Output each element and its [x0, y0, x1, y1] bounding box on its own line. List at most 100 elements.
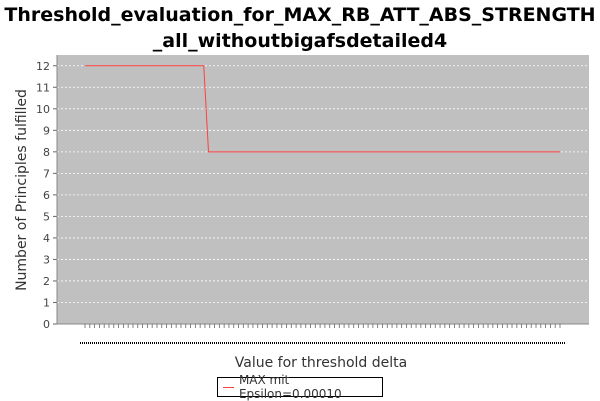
x-tick-label	[206, 342, 207, 344]
x-tick-label	[558, 342, 559, 344]
x-tick-label	[214, 342, 215, 344]
x-tick-label	[276, 342, 277, 344]
x-tick-label	[396, 342, 397, 344]
x-tick-label	[346, 342, 347, 344]
x-tick-label	[324, 342, 325, 344]
x-tick-label	[288, 342, 289, 344]
x-tick-label	[314, 342, 315, 344]
x-tick-label	[482, 342, 483, 344]
y-tick-label: 9	[43, 124, 50, 137]
x-tick-label	[122, 342, 123, 344]
x-tick-label	[138, 342, 139, 344]
x-tick-label	[520, 342, 521, 344]
x-tick-label	[202, 342, 203, 344]
x-tick-label	[222, 342, 223, 344]
x-tick-label	[212, 342, 213, 344]
x-axis-label: Value for threshold delta	[235, 355, 407, 371]
x-tick-label	[318, 342, 319, 344]
x-tick-label	[382, 342, 383, 344]
x-tick-label	[420, 342, 421, 344]
x-tick-label	[410, 342, 411, 344]
x-tick-label	[550, 342, 551, 344]
x-tick-label	[428, 342, 429, 344]
x-tick-label	[220, 342, 221, 344]
x-tick-label	[154, 342, 155, 344]
x-tick-label	[112, 342, 113, 344]
x-tick-label	[450, 342, 451, 344]
x-tick-label	[384, 342, 385, 344]
x-tick-label	[100, 342, 101, 344]
x-tick-label	[480, 342, 481, 344]
x-tick-label	[110, 342, 111, 344]
x-tick-label	[294, 342, 295, 344]
x-tick-label	[308, 342, 309, 344]
x-tick-label	[254, 342, 255, 344]
x-tick-label	[316, 342, 317, 344]
x-tick-label	[510, 342, 511, 344]
x-tick-label	[280, 342, 281, 344]
x-tick-label	[140, 342, 141, 344]
x-tick-label	[440, 342, 441, 344]
y-tick-label: 7	[43, 167, 50, 180]
x-tick-label	[136, 342, 137, 344]
x-tick-label	[194, 342, 195, 344]
x-tick-label	[508, 342, 509, 344]
x-tick-label	[94, 342, 95, 344]
x-tick-label	[540, 342, 541, 344]
x-tick-label	[338, 342, 339, 344]
x-tick-label	[192, 342, 193, 344]
x-tick-label	[146, 342, 147, 344]
x-tick-label	[182, 342, 183, 344]
x-tick-label	[400, 342, 401, 344]
x-tick-label	[272, 342, 273, 344]
x-tick-label	[298, 342, 299, 344]
x-tick-label	[240, 342, 241, 344]
x-tick-label	[290, 342, 291, 344]
x-tick-label	[442, 342, 443, 344]
x-tick-label	[168, 342, 169, 344]
x-tick-label	[350, 342, 351, 344]
x-tick-label	[526, 342, 527, 344]
x-tick-label	[84, 342, 85, 344]
x-tick-label	[228, 342, 229, 344]
x-tick-label	[496, 342, 497, 344]
x-tick-label	[286, 342, 287, 344]
x-tick-label	[414, 342, 415, 344]
x-tick-label	[170, 342, 171, 344]
x-tick-label	[106, 342, 107, 344]
x-tick-label	[162, 342, 163, 344]
x-tick-label	[238, 342, 239, 344]
x-tick-label	[402, 342, 403, 344]
legend-swatch	[223, 386, 234, 388]
x-tick-label	[174, 342, 175, 344]
x-tick-label	[376, 342, 377, 344]
x-tick-label	[244, 342, 245, 344]
x-tick-label	[92, 342, 93, 344]
x-tick-label	[536, 342, 537, 344]
y-tick-label: 1	[43, 296, 50, 309]
x-tick-label	[340, 342, 341, 344]
x-tick-label	[164, 342, 165, 344]
x-tick-label	[408, 342, 409, 344]
x-tick-label	[464, 342, 465, 344]
x-tick-label	[204, 342, 205, 344]
x-tick-label	[466, 342, 467, 344]
x-tick-label	[296, 342, 297, 344]
x-tick-label	[544, 342, 545, 344]
x-tick-label	[484, 342, 485, 344]
legend: MAX mit Epsilon=0.00010	[217, 373, 383, 401]
x-tick-label	[556, 342, 557, 344]
x-tick-label	[88, 342, 89, 344]
chart-title: Threshold_evaluation_for_MAX_RB_ATT_ABS_…	[0, 2, 600, 54]
x-tick-label	[542, 342, 543, 344]
x-tick-label	[120, 342, 121, 344]
x-tick-label	[320, 342, 321, 344]
x-tick-label	[348, 342, 349, 344]
x-tick-label	[328, 342, 329, 344]
x-tick-label	[444, 342, 445, 344]
x-tick-label	[528, 342, 529, 344]
x-tick-label	[438, 342, 439, 344]
x-tick-label	[344, 342, 345, 344]
x-tick-label	[264, 342, 265, 344]
